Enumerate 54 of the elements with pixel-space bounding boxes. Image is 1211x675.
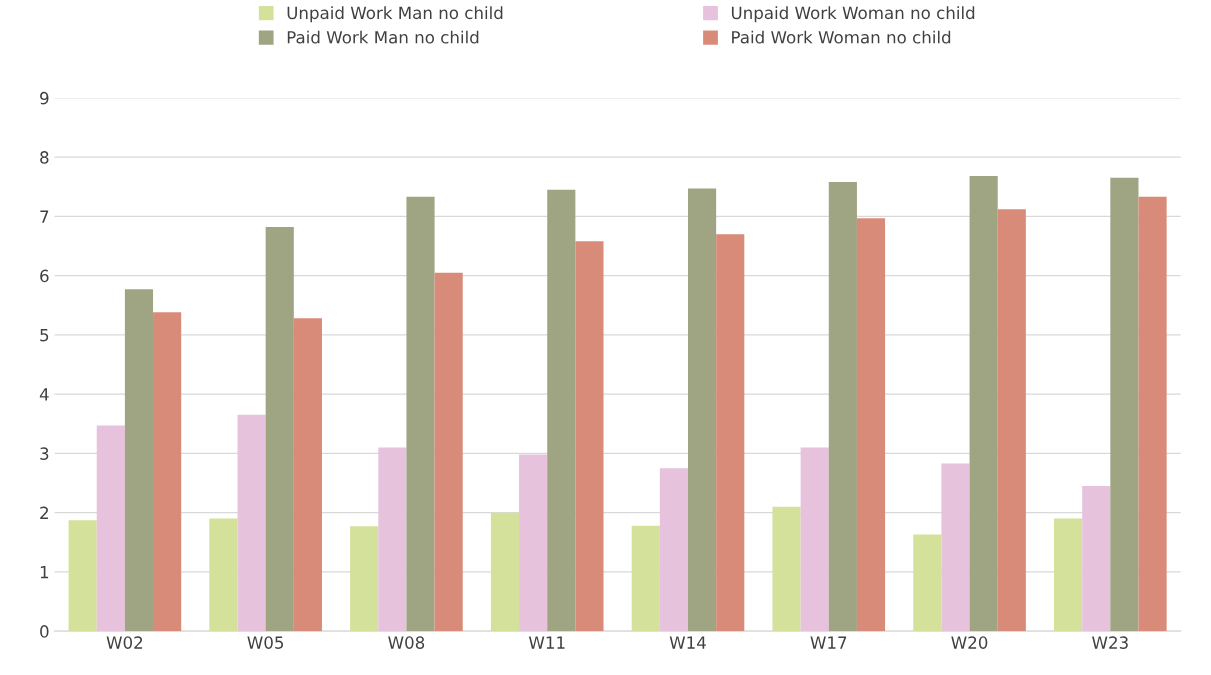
bar xyxy=(1110,177,1139,632)
bar xyxy=(209,518,238,632)
y-tick-label: 5 xyxy=(40,329,49,342)
bar xyxy=(772,506,801,632)
x-tick-label: W17 xyxy=(810,636,847,649)
bar xyxy=(378,447,407,632)
bar xyxy=(941,463,970,632)
bar xyxy=(856,218,886,632)
bar xyxy=(265,227,294,632)
bar xyxy=(828,182,857,632)
bar xyxy=(153,312,182,632)
bar xyxy=(716,234,745,632)
x-tick-label: W05 xyxy=(247,636,284,649)
bar xyxy=(490,512,520,632)
bar xyxy=(913,534,942,632)
y-tick-label: 1 xyxy=(40,566,49,579)
bar xyxy=(237,414,266,632)
bar xyxy=(575,241,604,632)
y-tick-label: 4 xyxy=(39,388,49,401)
legend-label: Paid Work Woman no child xyxy=(732,30,951,44)
x-tick-label: W23 xyxy=(1092,636,1128,649)
y-tick-label: 6 xyxy=(40,269,49,283)
x-tick-label: W08 xyxy=(388,636,425,649)
bar xyxy=(68,520,97,632)
bar xyxy=(293,318,322,632)
bar xyxy=(631,525,660,632)
y-tick-label: 3 xyxy=(40,447,49,460)
bar xyxy=(688,188,717,632)
bar xyxy=(96,425,125,632)
bar xyxy=(124,289,154,632)
y-tick-label: 8 xyxy=(40,151,49,164)
x-tick-label: W02 xyxy=(106,636,143,649)
legend-label: Unpaid Work Woman no child xyxy=(731,6,975,23)
bar xyxy=(350,526,379,632)
bar xyxy=(519,454,548,632)
bar xyxy=(1054,518,1083,632)
bar xyxy=(406,196,435,632)
y-tick-label: 7 xyxy=(40,210,49,223)
legend-label: Unpaid Work Man no child xyxy=(287,6,503,23)
x-tick-label: W11 xyxy=(528,636,565,649)
bar xyxy=(800,447,829,632)
y-tick-label: 2 xyxy=(40,506,48,519)
bar xyxy=(969,176,998,632)
bar xyxy=(1082,485,1111,632)
x-tick-label: W14 xyxy=(669,636,706,649)
bar xyxy=(997,209,1026,632)
bar xyxy=(434,272,463,632)
x-tick-label: W20 xyxy=(951,636,988,649)
bar xyxy=(1138,196,1167,632)
bar xyxy=(547,189,576,632)
bar xyxy=(659,468,688,632)
y-tick-label: 9 xyxy=(40,91,49,105)
y-tick-label: 0 xyxy=(40,625,49,638)
legend-label: Paid Work Man no child xyxy=(287,30,479,44)
